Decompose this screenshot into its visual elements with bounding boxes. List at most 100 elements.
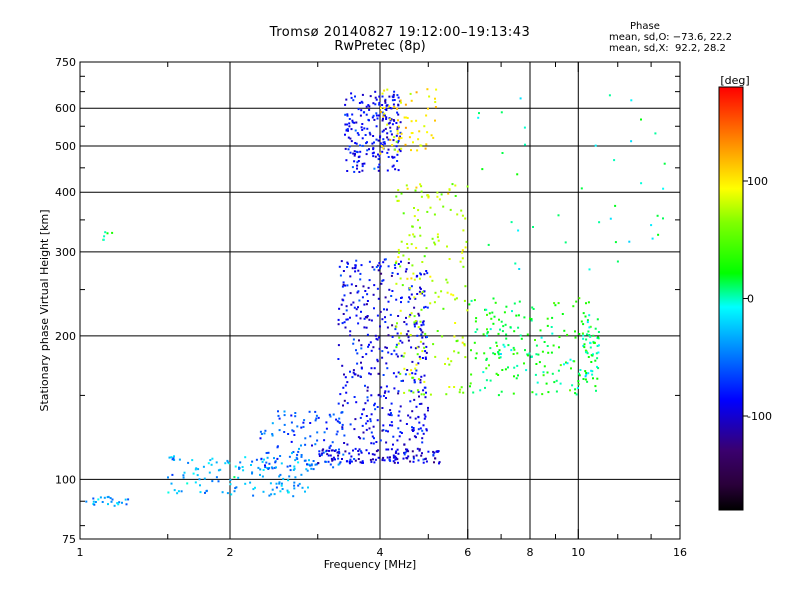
data-point bbox=[250, 464, 252, 466]
data-point bbox=[344, 376, 347, 379]
data-point bbox=[391, 155, 394, 158]
data-point bbox=[400, 147, 403, 150]
data-point bbox=[650, 224, 653, 227]
data-point bbox=[513, 330, 516, 333]
data-point bbox=[584, 375, 587, 378]
data-point bbox=[589, 341, 592, 344]
data-point bbox=[239, 461, 242, 464]
data-point bbox=[368, 108, 371, 111]
data-point bbox=[403, 451, 406, 454]
data-point bbox=[400, 380, 403, 382]
data-point bbox=[234, 465, 237, 468]
plot-frame bbox=[79, 61, 681, 540]
data-point bbox=[270, 466, 273, 469]
data-point bbox=[374, 334, 377, 337]
data-point bbox=[396, 129, 399, 132]
data-point bbox=[267, 468, 270, 470]
data-point bbox=[350, 128, 353, 131]
data-point bbox=[408, 315, 411, 318]
data-point bbox=[323, 439, 326, 442]
data-point bbox=[520, 337, 523, 340]
data-point bbox=[366, 333, 369, 336]
data-point bbox=[490, 317, 493, 320]
data-point bbox=[574, 392, 577, 395]
data-point bbox=[589, 325, 592, 328]
data-point bbox=[510, 349, 513, 352]
data-point bbox=[350, 303, 353, 306]
data-point bbox=[327, 454, 330, 457]
data-point bbox=[518, 300, 521, 303]
data-point bbox=[217, 469, 220, 472]
data-point bbox=[448, 386, 451, 388]
data-point bbox=[436, 330, 439, 332]
data-point bbox=[393, 105, 396, 108]
data-point bbox=[362, 285, 365, 288]
data-point bbox=[348, 452, 351, 455]
data-point bbox=[442, 205, 445, 208]
data-point bbox=[420, 324, 423, 327]
data-point bbox=[346, 318, 349, 321]
data-point bbox=[345, 318, 348, 321]
phase-title: Phase bbox=[630, 21, 660, 32]
data-point bbox=[592, 334, 595, 337]
data-point bbox=[355, 401, 358, 404]
data-point bbox=[226, 492, 229, 495]
data-point bbox=[259, 468, 262, 471]
data-point bbox=[85, 500, 88, 503]
data-point bbox=[571, 384, 574, 387]
data-point bbox=[306, 463, 308, 466]
data-point bbox=[303, 459, 306, 462]
data-point bbox=[592, 377, 594, 380]
data-point bbox=[382, 117, 384, 120]
data-point bbox=[402, 379, 404, 382]
data-point bbox=[423, 413, 426, 416]
data-point bbox=[197, 468, 200, 471]
data-point bbox=[575, 300, 578, 303]
data-point bbox=[530, 355, 533, 358]
data-point bbox=[371, 435, 374, 438]
data-point bbox=[366, 389, 369, 392]
data-point bbox=[378, 103, 381, 106]
data-point bbox=[381, 429, 384, 432]
data-point bbox=[392, 139, 395, 142]
data-point bbox=[280, 484, 283, 487]
data-point bbox=[209, 459, 212, 462]
data-point bbox=[375, 441, 378, 443]
data-point bbox=[437, 295, 440, 298]
data-point bbox=[349, 275, 352, 278]
data-point bbox=[381, 356, 384, 359]
data-point bbox=[396, 199, 399, 202]
data-point bbox=[361, 165, 364, 168]
data-point bbox=[553, 381, 556, 384]
data-point bbox=[173, 455, 175, 458]
data-point bbox=[358, 102, 361, 104]
data-points bbox=[85, 88, 666, 507]
data-point bbox=[394, 262, 397, 264]
data-point bbox=[392, 103, 395, 106]
data-point bbox=[417, 138, 420, 141]
data-point bbox=[407, 330, 410, 333]
data-point bbox=[385, 429, 388, 432]
data-point bbox=[405, 333, 408, 336]
data-point bbox=[345, 129, 348, 132]
data-point bbox=[364, 384, 366, 387]
data-point bbox=[412, 429, 415, 432]
data-point bbox=[448, 258, 451, 260]
data-point bbox=[331, 458, 334, 461]
data-point bbox=[377, 449, 379, 452]
chart-title: Tromsø 20140827 19:12:00–19:13:43 bbox=[269, 25, 531, 40]
data-point bbox=[464, 285, 467, 288]
data-point bbox=[192, 472, 195, 475]
data-point bbox=[582, 378, 585, 380]
data-point bbox=[268, 494, 271, 497]
data-point bbox=[360, 126, 363, 129]
data-point bbox=[373, 167, 376, 170]
data-point bbox=[370, 431, 373, 434]
data-point bbox=[385, 308, 388, 311]
data-point bbox=[384, 390, 387, 393]
data-point bbox=[416, 389, 419, 392]
data-point bbox=[570, 367, 572, 370]
data-point bbox=[464, 217, 467, 220]
data-point bbox=[421, 441, 424, 444]
data-point bbox=[287, 433, 290, 435]
